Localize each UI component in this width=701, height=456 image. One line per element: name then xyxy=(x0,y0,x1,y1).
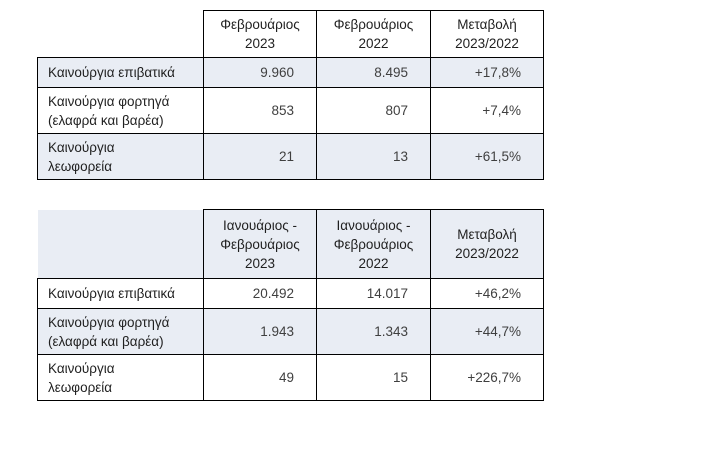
header-row: Φεβρουάριος 2023 Φεβρουάριος 2022 Μεταβο… xyxy=(37,10,544,58)
column-header-february-2023: Φεβρουάριος 2023 xyxy=(203,10,317,58)
value-previous: 14.017 xyxy=(316,278,431,309)
table-row-trucks: Καινούργια φορτηγά (ελαφρά και βαρέα) 85… xyxy=(37,87,544,134)
value-current: 21 xyxy=(203,133,317,180)
tables-container: Φεβρουάριος 2023 Φεβρουάριος 2022 Μεταβο… xyxy=(37,10,544,401)
value-previous: 8.495 xyxy=(316,57,431,88)
january-february-registrations-table: Ιανουάριος - Φεβρουάριος 2023 Ιανουάριος… xyxy=(37,209,544,401)
column-header-jan-feb-2023: Ιανουάριος - Φεβρουάριος 2023 xyxy=(203,209,317,279)
value-previous: 13 xyxy=(316,133,431,180)
row-label: Καινούργια φορτηγά (ελαφρά και βαρέα) xyxy=(37,308,204,355)
value-change: +46,2% xyxy=(430,278,544,309)
value-current: 49 xyxy=(203,354,317,401)
row-label: Καινούργια λεωφορεία xyxy=(37,133,204,180)
corner-cell xyxy=(37,10,204,58)
table-row-trucks: Καινούργια φορτηγά (ελαφρά και βαρέα) 1.… xyxy=(37,308,544,355)
value-change: +226,7% xyxy=(430,354,544,401)
value-change: +61,5% xyxy=(430,133,544,180)
table-row-passenger-cars: Καινούργια επιβατικά 20.492 14.017 +46,2… xyxy=(37,278,544,309)
value-previous: 15 xyxy=(316,354,431,401)
row-label: Καινούργια επιβατικά xyxy=(37,57,204,88)
column-header-change: Μεταβολή 2023/2022 xyxy=(430,209,544,279)
table-row-buses: Καινούργια λεωφορεία 49 15 +226,7% xyxy=(37,354,544,401)
value-change: +44,7% xyxy=(430,308,544,355)
column-header-jan-feb-2022: Ιανουάριος - Φεβρουάριος 2022 xyxy=(316,209,431,279)
table-row-passenger-cars: Καινούργια επιβατικά 9.960 8.495 +17,8% xyxy=(37,57,544,88)
table-row-buses: Καινούργια λεωφορεία 21 13 +61,5% xyxy=(37,133,544,180)
value-previous: 807 xyxy=(316,87,431,134)
value-change: +7,4% xyxy=(430,87,544,134)
row-label: Καινούργια φορτηγά (ελαφρά και βαρέα) xyxy=(37,87,204,134)
row-label: Καινούργια λεωφορεία xyxy=(37,354,204,401)
header-row: Ιανουάριος - Φεβρουάριος 2023 Ιανουάριος… xyxy=(37,209,544,279)
column-header-change: Μεταβολή 2023/2022 xyxy=(430,10,544,58)
column-header-february-2022: Φεβρουάριος 2022 xyxy=(316,10,431,58)
value-current: 853 xyxy=(203,87,317,134)
value-current: 1.943 xyxy=(203,308,317,355)
value-current: 9.960 xyxy=(203,57,317,88)
row-label: Καινούργια επιβατικά xyxy=(37,278,204,309)
value-change: +17,8% xyxy=(430,57,544,88)
corner-cell xyxy=(37,209,204,279)
value-current: 20.492 xyxy=(203,278,317,309)
february-registrations-table: Φεβρουάριος 2023 Φεβρουάριος 2022 Μεταβο… xyxy=(37,10,544,180)
value-previous: 1.343 xyxy=(316,308,431,355)
